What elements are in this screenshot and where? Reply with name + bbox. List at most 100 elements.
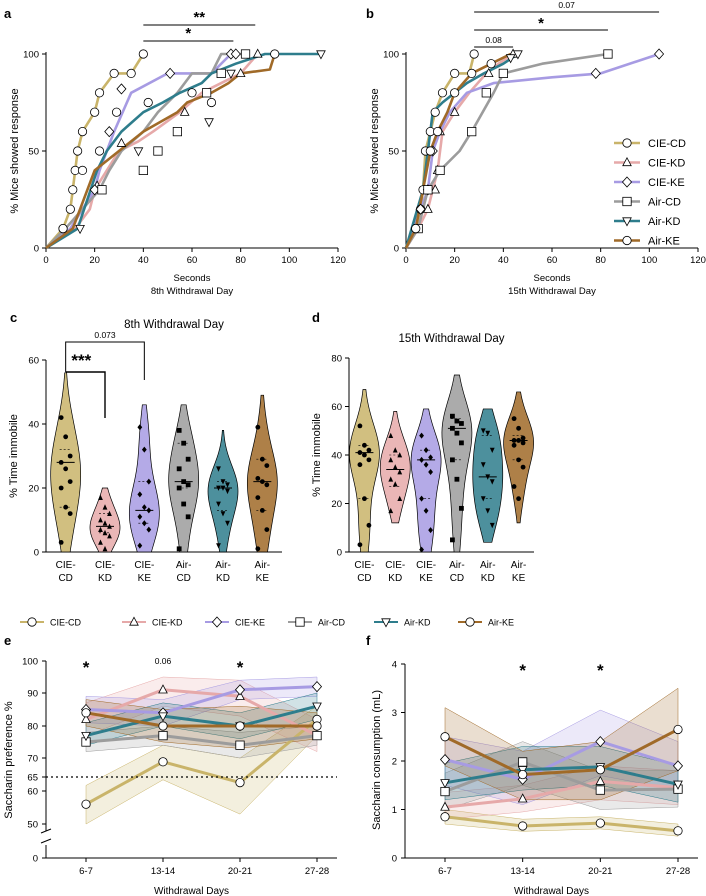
data-point-Air-KE	[187, 88, 197, 98]
y-tick-label: 20	[28, 484, 39, 495]
series-line-CIE-KD	[45, 53, 259, 250]
data-point-CIE-CD	[673, 826, 683, 836]
data-point-Air-CD	[216, 68, 226, 78]
data-point-Air-KD	[204, 118, 214, 128]
series-line-Air-KD	[444, 765, 679, 786]
data-point-CIE-CD	[437, 88, 448, 98]
data-point-Air-KE	[486, 59, 496, 69]
x-tick-label: CD	[58, 573, 72, 584]
data-point-CIE-KE	[104, 126, 115, 138]
y-tick-label: 65	[27, 773, 38, 784]
data-point-Air-KD	[81, 732, 91, 742]
data-point-Air-CD	[240, 49, 251, 59]
panel-label-c: c	[10, 310, 17, 325]
data-point-CIE-KD	[517, 793, 528, 803]
data-point-CIE-CD	[362, 442, 367, 448]
violin-Air-KE	[503, 391, 534, 524]
significance-label: **	[193, 9, 205, 26]
legend-bottom: CIE-CD CIE-KD CIE-KE Air-CD Air-KD Air-KE	[20, 616, 514, 628]
data-point-Air-CD	[435, 165, 445, 175]
data-point-CIE-KE	[146, 507, 152, 514]
data-point-CIE-CD	[58, 485, 64, 491]
data-point-CIE-KE	[672, 760, 684, 772]
data-point-Air-KE	[511, 442, 517, 448]
data-point-Air-KE	[511, 484, 517, 489]
data-point-Air-CD	[235, 740, 245, 750]
data-point-CIE-CD	[109, 68, 119, 79]
panel-f: 6-7 13-14 20-21 27-28 Withdrawal Days 0 1 2 3 4 Sa…	[371, 660, 698, 896]
data-point-Air-CD	[498, 68, 508, 78]
x-tick-label: CIE-	[354, 560, 374, 571]
x-tick-label: 27-28	[305, 866, 329, 877]
chart-title: 15th Withdrawal Day	[398, 333, 504, 345]
data-point-CIE-KE	[439, 753, 451, 766]
violin-CIE-KE	[128, 404, 160, 553]
y-tick-label: 50	[28, 147, 39, 158]
data-point-Air-CD	[176, 546, 182, 552]
data-point-Air-KE	[520, 440, 526, 446]
data-point-CIE-KD	[116, 137, 127, 147]
data-point-Air-KD	[485, 474, 491, 480]
y-tick-label: 50	[27, 820, 38, 831]
x-tick-label: 60	[187, 255, 198, 266]
x-tick-label: KD	[216, 573, 230, 584]
data-point-CIE-CD	[469, 49, 479, 59]
legend-marker-Air-KE	[465, 617, 475, 627]
data-point-Air-KE	[411, 224, 421, 234]
significance-label: *	[538, 15, 544, 32]
series-line-Air-KE	[85, 711, 317, 728]
data-point-CIE-KE	[419, 546, 424, 553]
significance-label: 0.073	[94, 330, 116, 340]
data-point-CIE-KE	[230, 48, 241, 60]
data-point-CIE-KD	[98, 517, 103, 523]
data-point-Air-KE	[255, 476, 261, 481]
data-point-Air-KD	[673, 780, 683, 790]
x-tick-label: 27-28	[666, 866, 690, 877]
data-point-CIE-KD	[595, 775, 606, 785]
data-point-Air-KE	[440, 732, 450, 742]
data-point-CIE-CD	[440, 812, 450, 822]
data-point-Air-CD	[138, 165, 148, 175]
data-point-CIE-KE	[165, 67, 176, 79]
data-point-CIE-KE	[654, 48, 665, 60]
y-tick-label: 100	[22, 657, 38, 668]
x-tick-label: CIE-	[134, 560, 154, 571]
panel-c: 0 20 40 60 % Time immobile CIE- CD CIE- KD CIE- KE…	[8, 319, 282, 584]
series-line-CIE-CD	[85, 718, 318, 806]
data-point-Air-KD	[220, 479, 226, 485]
data-point-CIE-KE	[116, 83, 127, 95]
panel-label-a: a	[4, 6, 12, 21]
data-point-CIE-KD	[98, 494, 103, 500]
violin-CIE-KE	[410, 408, 442, 553]
legend: CIE-CD CIE-KD CIE-KE Air-CD Air-KD Air-KE	[614, 138, 686, 248]
data-point-CIE-CD	[63, 504, 69, 510]
data-point-Air-KE	[312, 721, 322, 731]
data-point-Air-CD	[185, 482, 191, 488]
series-line-CIE-KE	[444, 740, 679, 781]
series-line-CIE-KE	[85, 685, 318, 715]
x-tick-label: 13-14	[151, 866, 175, 877]
legend-label-Air-CD: Air-CD	[318, 618, 345, 628]
x-tick-label: 100	[641, 255, 657, 266]
data-point-CIE-CD	[65, 204, 75, 214]
data-point-Air-CD	[440, 786, 450, 797]
violin-Air-KD	[207, 430, 239, 553]
data-point-CIE-CD	[518, 821, 528, 831]
x-axis-label: 8th Withdrawal Day	[151, 286, 234, 297]
data-point-CIE-KD	[388, 456, 394, 463]
data-point-Air-KE	[516, 496, 521, 502]
data-point-CIE-KD	[388, 507, 394, 514]
data-point-Air-CD	[481, 88, 491, 98]
data-point-Air-KE	[511, 438, 517, 443]
data-point-CIE-KD	[388, 476, 394, 482]
data-point-CIE-KD	[179, 106, 190, 116]
data-point-Air-KE	[511, 416, 517, 422]
x-tick-label: Air-	[511, 560, 527, 571]
data-point-CIE-KD	[98, 526, 103, 532]
y-tick-label: 20	[331, 499, 342, 510]
data-point-Air-KD	[480, 428, 486, 434]
data-point-CIE-KD	[252, 48, 263, 58]
data-point-Air-KE	[425, 146, 435, 156]
data-point-Air-KE	[259, 479, 265, 484]
